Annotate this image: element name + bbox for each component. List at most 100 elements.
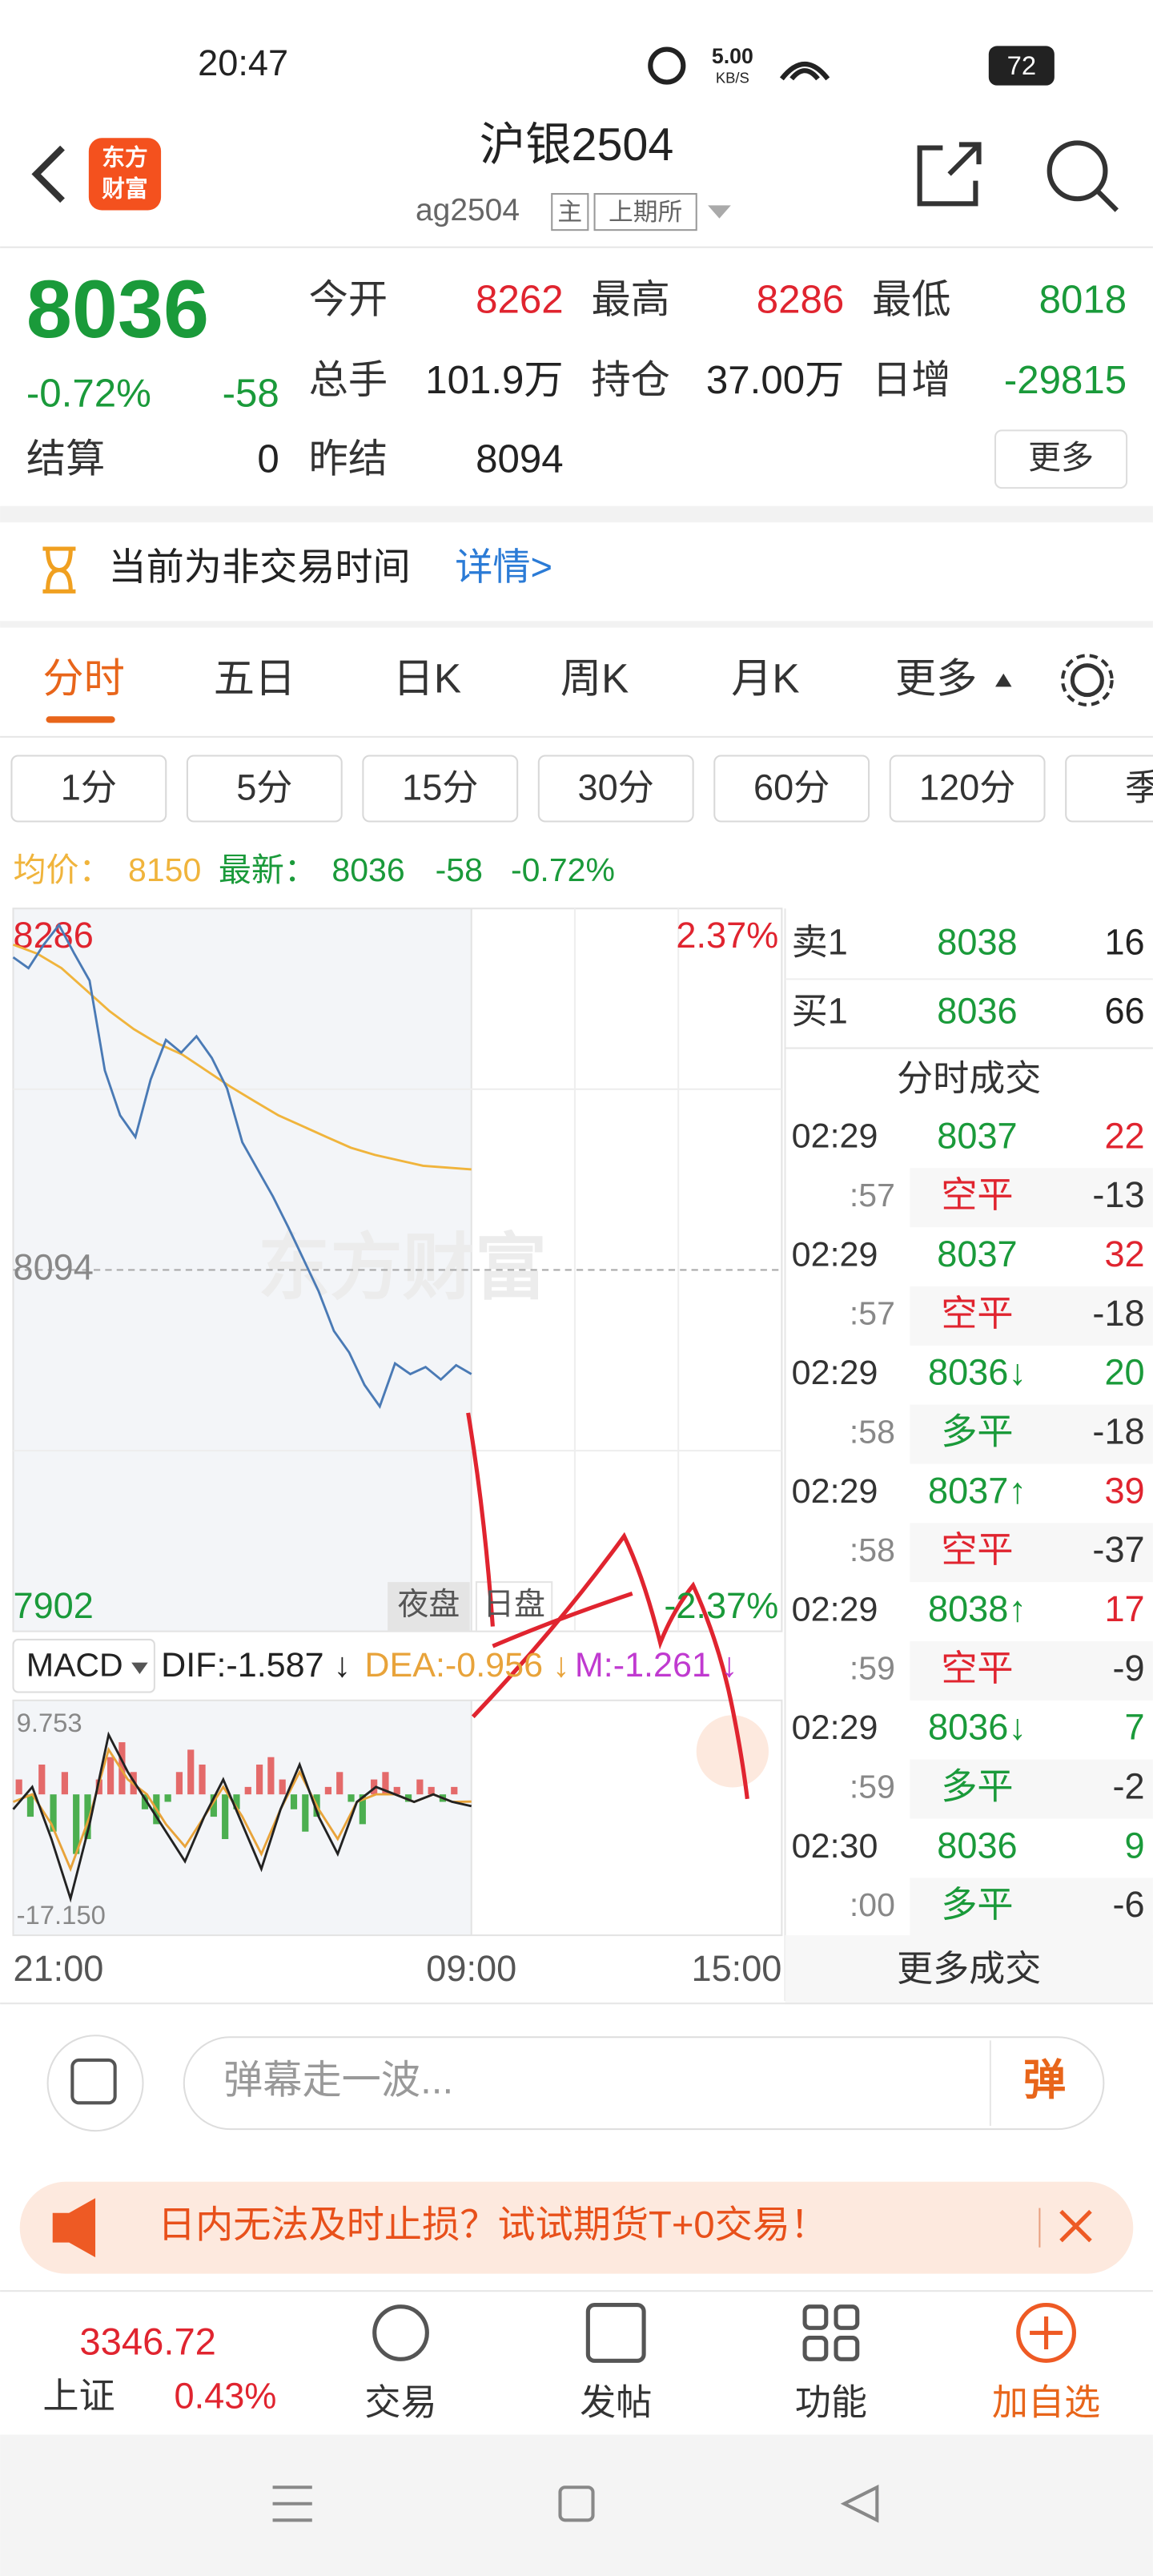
trade-type: 空平 (941, 1174, 1013, 1215)
search-icon[interactable] (1047, 140, 1108, 202)
latest-pct: -0.72% (511, 851, 615, 888)
nav-item[interactable]: 功能 (795, 2382, 867, 2423)
book-vol: 16 (1104, 921, 1144, 962)
divider (0, 246, 1153, 248)
day-button[interactable] (475, 1581, 553, 1632)
macd-label[interactable]: MACD (26, 1647, 123, 1684)
index-pct[interactable]: 0.43% (175, 2375, 277, 2416)
book-price: 8038 (937, 921, 1017, 962)
trade-type: 空平 (941, 1293, 1013, 1334)
macd-bar (371, 1779, 378, 1795)
period-button[interactable] (537, 755, 694, 823)
macd-bar (141, 1794, 149, 1809)
field-value: 8286 (757, 277, 844, 321)
field-value: 8262 (476, 277, 564, 321)
field-label: 最高 (591, 277, 669, 321)
period-label[interactable]: 30分 (578, 767, 654, 807)
index-name[interactable]: 上证 (42, 2375, 114, 2416)
system-nav (0, 2434, 1153, 2576)
add-watchlist-icon[interactable] (1016, 2303, 1077, 2363)
menu-key[interactable] (272, 2485, 312, 2522)
period-label[interactable]: 60分 (753, 767, 830, 807)
period-label[interactable]: 15分 (402, 767, 478, 807)
avg-label: 均价： (14, 851, 112, 888)
notice-link[interactable]: 详情> (455, 545, 552, 588)
wifi-icon (779, 61, 830, 81)
settings-icon[interactable] (1070, 663, 1104, 698)
banner[interactable] (19, 2181, 1134, 2274)
period-label[interactable]: 120分 (919, 767, 1015, 807)
period-button[interactable] (10, 755, 167, 823)
back-key[interactable] (840, 2484, 879, 2523)
tab[interactable]: 周K (560, 656, 629, 702)
tab[interactable]: 更多 (895, 656, 978, 702)
trade-icon[interactable] (372, 2304, 429, 2361)
trade-time: 02:29 (792, 1235, 878, 1274)
back-icon[interactable] (31, 145, 65, 203)
subtitle: ag2504 (416, 193, 520, 227)
macd-bar (106, 1757, 114, 1795)
trade-vol: 7 (1125, 1707, 1145, 1748)
period-button[interactable] (1065, 755, 1153, 823)
y-tick-label: 9.753 (17, 1708, 82, 1737)
share-icon[interactable] (917, 142, 982, 207)
more-button[interactable] (994, 429, 1128, 489)
period-button[interactable] (889, 755, 1046, 823)
trade-type-bg (910, 1878, 1153, 1938)
nav-item[interactable]: 发帖 (580, 2382, 652, 2423)
tab[interactable]: 分时 (42, 656, 125, 702)
tab[interactable]: 五日 (214, 656, 296, 702)
expand-button[interactable] (696, 1715, 769, 1788)
period-label[interactable]: 1分 (61, 767, 117, 807)
megaphone-icon (52, 2198, 96, 2258)
macd-bar (428, 1786, 435, 1795)
more-trades-label[interactable]: 更多成交 (897, 1948, 1041, 1989)
macd-bar (279, 1779, 286, 1795)
change-pct: -0.72% (26, 371, 151, 415)
trade-price: 8037 (937, 1234, 1017, 1274)
period-label[interactable]: 5分 (236, 767, 292, 807)
x-tick-label: 09:00 (426, 1948, 516, 1989)
macd-bar (324, 1786, 332, 1795)
trade-type: 空平 (941, 1529, 1013, 1570)
comment-placeholder[interactable]: 弹幕走一波... (223, 2059, 453, 2103)
nav-item[interactable]: 交易 (364, 2382, 436, 2423)
day-label[interactable]: 日盘 (483, 1588, 545, 1622)
danmaku-button[interactable]: 弹 (1023, 2057, 1066, 2104)
x-tick-label: 15:00 (691, 1948, 781, 1989)
logo-text: 东方 (102, 145, 147, 171)
trade-price: 8038↑ (928, 1588, 1026, 1629)
more-trades-button[interactable] (785, 1935, 1153, 2005)
macd-bar (382, 1772, 389, 1795)
logo (88, 138, 162, 211)
macd-bar (348, 1794, 355, 1802)
index-value[interactable]: 3346.72 (79, 2320, 215, 2362)
clock: 20:47 (198, 42, 288, 83)
period-label[interactable]: 季 (1125, 767, 1153, 807)
more-button-label[interactable]: 更多 (1028, 439, 1094, 476)
close-icon[interactable] (1059, 2209, 1092, 2243)
trade-vol: 17 (1104, 1588, 1144, 1629)
macd-bar (267, 1757, 275, 1795)
night-label[interactable]: 夜盘 (397, 1588, 460, 1622)
exchange[interactable]: 上期所 (609, 198, 682, 226)
night-button[interactable] (388, 1582, 470, 1632)
title: 沪银2504 (480, 119, 674, 171)
macd-bar (336, 1772, 343, 1795)
trade-vol: 20 (1104, 1352, 1144, 1393)
comment-input[interactable] (183, 2036, 1105, 2131)
function-icon[interactable] (802, 2304, 860, 2361)
macd-selector[interactable] (12, 1638, 155, 1693)
post-icon[interactable] (585, 2303, 646, 2363)
tab[interactable]: 日K (393, 656, 461, 702)
period-button[interactable] (186, 755, 343, 823)
tab[interactable]: 月K (731, 656, 799, 702)
period-button[interactable] (713, 755, 870, 823)
period-button[interactable] (362, 755, 519, 823)
comment-icon[interactable] (46, 2035, 144, 2132)
home-key[interactable] (558, 2485, 595, 2522)
trade-sub-vol: -37 (1092, 1529, 1144, 1570)
trade-sub-time: :57 (850, 1295, 895, 1332)
banner-text[interactable]: 日内无法及时止损？试试期货T+0交易！ (158, 2204, 828, 2246)
nav-item[interactable]: 加自选 (992, 2382, 1100, 2423)
